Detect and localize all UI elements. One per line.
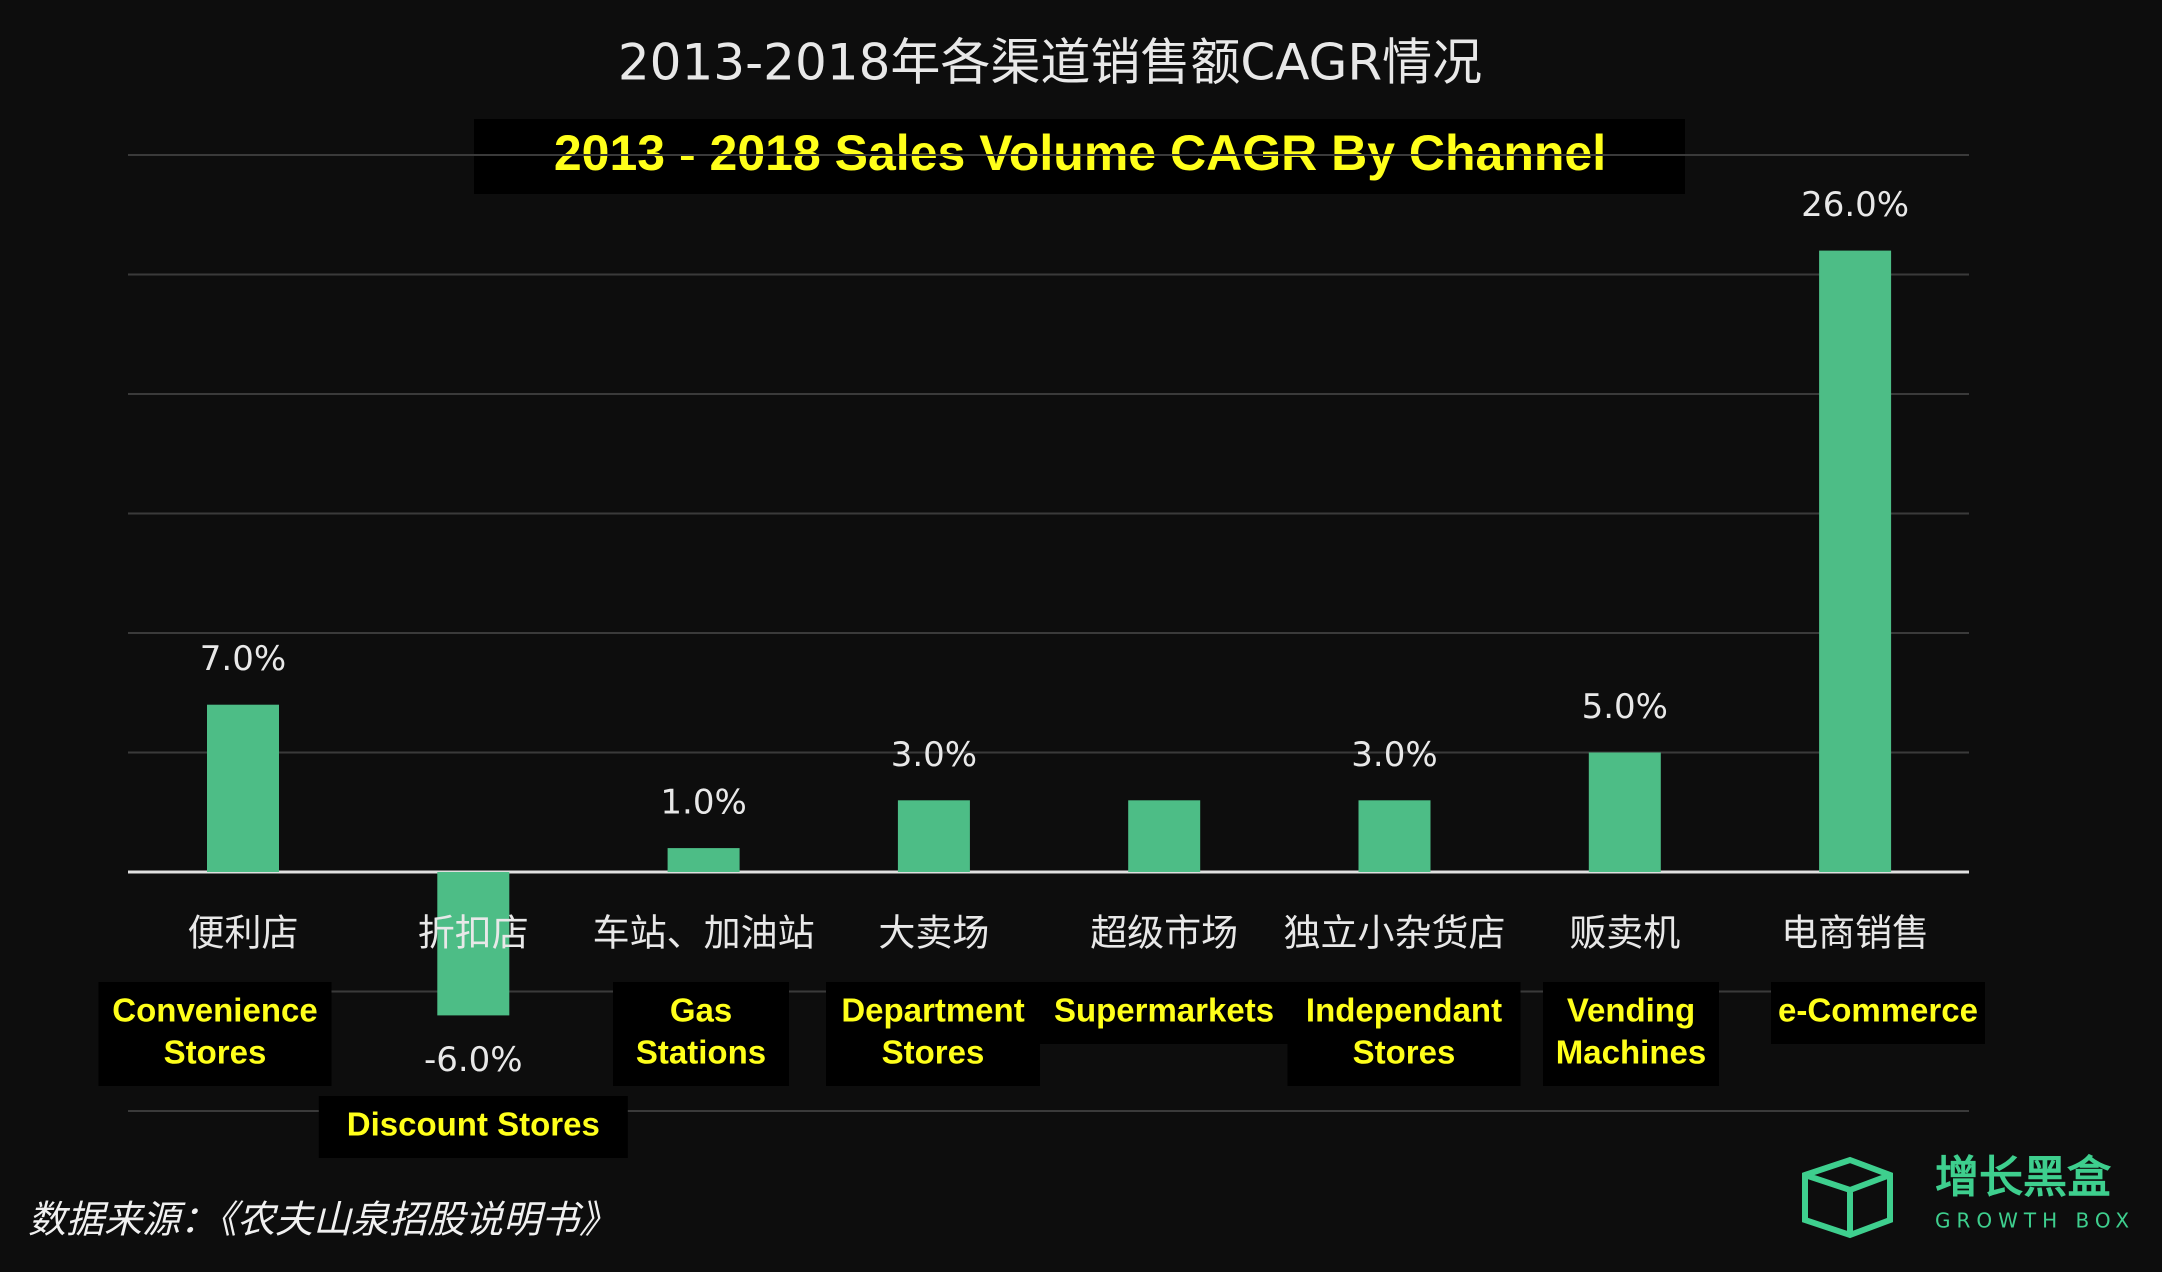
data-label: -6.0% xyxy=(424,1040,523,1080)
x-tick-label: 独立小杂货店 xyxy=(1284,912,1506,955)
english-label: Gas xyxy=(670,992,732,1029)
data-label: 3.0% xyxy=(891,735,977,775)
data-label: 7.0% xyxy=(200,639,286,679)
bar xyxy=(207,704,279,872)
x-tick-label: 大卖场 xyxy=(878,912,989,955)
english-label: Independant xyxy=(1306,992,1502,1029)
chart-subtitle: 2013 - 2018 Sales Volume CAGR By Channel xyxy=(554,125,1606,181)
english-label-box xyxy=(826,982,1040,1086)
english-label: Stores xyxy=(882,1034,985,1071)
english-label-box xyxy=(1038,982,1290,1044)
data-label: 26.0% xyxy=(1801,185,1909,225)
english-label-box xyxy=(1543,982,1719,1086)
english-label-box xyxy=(613,982,789,1086)
english-label: Machines xyxy=(1556,1034,1706,1071)
x-tick-label: 折扣店 xyxy=(418,912,529,955)
english-label: Stations xyxy=(636,1034,766,1071)
bar xyxy=(1128,800,1201,872)
english-label-box xyxy=(98,982,332,1086)
bar xyxy=(897,800,970,872)
x-tick-label: 便利店 xyxy=(188,912,299,955)
english-label: Discount Stores xyxy=(347,1106,600,1143)
x-tick-label: 车站、加油站 xyxy=(593,912,815,955)
logo-tagline: GROWTH BOX xyxy=(1935,1209,2135,1233)
data-label: 1.0% xyxy=(660,783,746,823)
english-label: Convenience xyxy=(112,992,317,1029)
source: 数据来源：《农夫山泉招股说明书》 xyxy=(28,1198,617,1242)
logo: 增长黑盒 GROWTH BOX xyxy=(1802,1152,2135,1239)
english-label-box xyxy=(1287,982,1521,1086)
data-label: 5.0% xyxy=(1582,687,1668,727)
logo-name: 增长黑盒 xyxy=(1935,1152,2112,1203)
english-label: Stores xyxy=(164,1034,267,1071)
english-label: Stores xyxy=(1353,1034,1456,1071)
bar xyxy=(1358,800,1431,872)
bar xyxy=(1588,752,1661,872)
data-label: 3.0% xyxy=(1351,735,1437,775)
english-label-box xyxy=(318,1096,628,1158)
english-label: Department xyxy=(841,992,1024,1029)
x-tick-label: 贩卖机 xyxy=(1569,912,1680,955)
bar xyxy=(667,848,740,872)
x-tick-label: 超级市场 xyxy=(1090,912,1238,955)
subtitle-box xyxy=(474,119,1685,194)
chart-title: 2013-2018年各渠道销售额CAGR情况 xyxy=(618,34,1482,92)
english-label-box xyxy=(1771,982,1985,1044)
logo-icon xyxy=(1802,1156,1893,1239)
english-label: e-Commerce xyxy=(1778,992,1978,1029)
english-label: Supermarkets xyxy=(1054,992,1274,1029)
x-tick-label: 电商销售 xyxy=(1781,912,1929,955)
english-label: Vending xyxy=(1567,992,1695,1029)
bar xyxy=(437,872,510,1016)
bar xyxy=(1819,250,1892,873)
